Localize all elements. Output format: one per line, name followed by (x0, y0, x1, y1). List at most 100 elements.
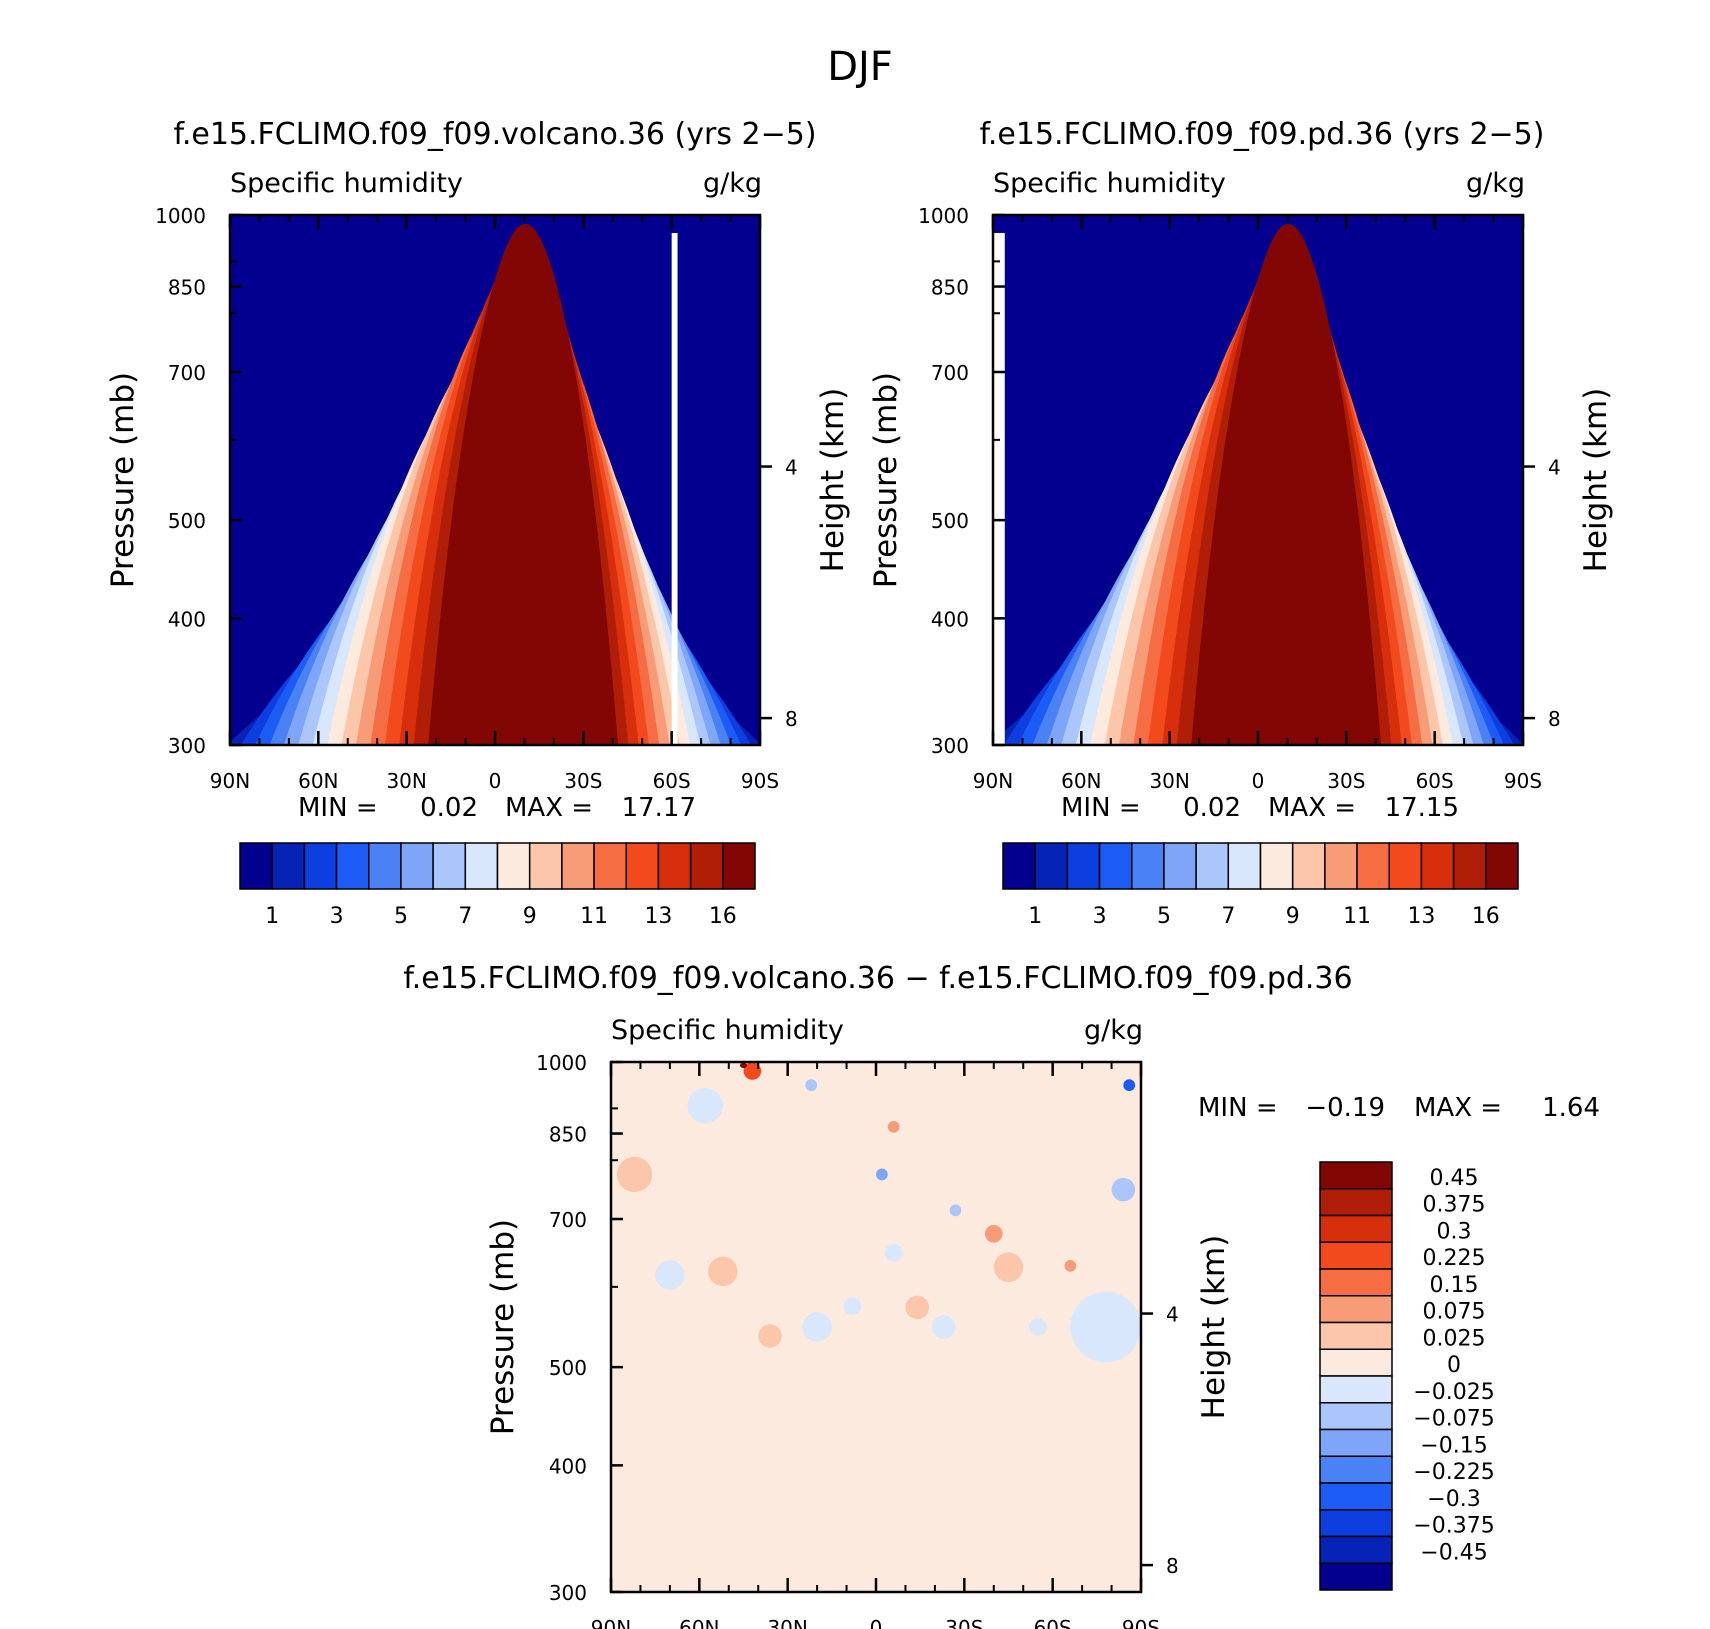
x-tick-label: 30S (945, 1616, 983, 1629)
y-axis-right-label: Height (km) (1578, 388, 1614, 573)
units-label: g/kg (1466, 168, 1525, 199)
colorbar-box (1319, 1482, 1393, 1511)
colorbar-label: 16 (1472, 904, 1500, 929)
colorbar-box (400, 842, 434, 890)
y-axis: 300 400 500 700 850 1000 (918, 204, 1005, 758)
colorbar-box (1319, 1161, 1393, 1190)
y-tick-label: 400 (168, 607, 206, 631)
y-tick-label: 850 (931, 276, 969, 300)
colorbar-box (722, 842, 756, 890)
colorbar-box (1319, 1375, 1393, 1404)
contour-blob (1111, 1177, 1136, 1202)
min-value: 0.02 (1183, 793, 1241, 823)
min-value: −0.19 (1305, 1093, 1385, 1123)
contour-blob (708, 1256, 738, 1287)
colorbar-box (657, 842, 692, 890)
colorbar-box (528, 842, 563, 890)
y-tick-label: 400 (549, 1454, 587, 1478)
contour-blob (655, 1260, 685, 1290)
colorbar-box (368, 842, 402, 890)
max-label: MAX = (505, 793, 593, 823)
max-label: MAX = (1414, 1093, 1502, 1123)
colorbar-box (335, 842, 370, 890)
colorbar-box (625, 842, 660, 890)
contour-blob (1064, 1260, 1077, 1272)
colorbar-label: −0.025 (1413, 1380, 1494, 1405)
x-tick-label: 90N (210, 769, 250, 793)
contour-blob (743, 1062, 762, 1080)
contour-blob (1029, 1318, 1047, 1336)
contour-band-0 (611, 1062, 1141, 1592)
contour-blob (616, 1156, 653, 1193)
y-axis-right: 84 (1141, 1303, 1179, 1578)
colorbar-box (1319, 1241, 1393, 1270)
max-value: 17.17 (622, 793, 696, 823)
x-tick-label: 30S (1327, 769, 1365, 793)
x-tick-label: 60S (1034, 1616, 1072, 1629)
colorbar-label: −0.225 (1413, 1460, 1494, 1485)
colorbar-label: −0.3 (1427, 1487, 1480, 1512)
y-tick-label: 700 (549, 1208, 587, 1232)
panel-volcano: f.e15.FCLIMO.f09_f09.volcano.36 (yrs 2−5… (105, 117, 851, 929)
y-axis-right: 84 (1523, 456, 1561, 731)
contour-blob (843, 1297, 862, 1315)
x-tick-label: 60N (679, 1616, 719, 1629)
x-axis: 90N 60N 30N 0 30S 60S 90S (973, 215, 1542, 793)
colorbar-box (1098, 842, 1133, 890)
x-tick-label: 60S (1416, 769, 1454, 793)
x-tick-label: 30N (386, 769, 426, 793)
colorbar-box (1131, 842, 1165, 890)
colorbar-label: 0.025 (1423, 1326, 1486, 1351)
y-tick-label: 300 (931, 734, 969, 758)
colorbar-label: 0.225 (1423, 1246, 1486, 1271)
colorbar-label: 1 (265, 904, 279, 929)
y-axis-right-label: Height (km) (1196, 1235, 1232, 1420)
colorbar-box (1034, 842, 1069, 890)
colorbar-box (593, 842, 627, 890)
contour-blob (758, 1324, 782, 1348)
panel-pd: f.e15.FCLIMO.f09_f09.pd.36 (yrs 2−5) Spe… (868, 117, 1614, 929)
colorbar-label: 16 (709, 904, 737, 929)
colorbar-box (1195, 842, 1230, 890)
colorbar-box (432, 842, 467, 890)
colorbar-box (1319, 1402, 1393, 1431)
colorbar-label: 13 (1407, 904, 1435, 929)
x-tick-label: 0 (489, 769, 502, 793)
x-tick-label: 90N (973, 769, 1013, 793)
colorbar-label: 0.45 (1430, 1166, 1479, 1191)
colorbar-label: −0.45 (1420, 1540, 1487, 1565)
contour-field (993, 215, 1523, 745)
colorbar-box (1259, 842, 1294, 890)
y-tick-label: 500 (549, 1356, 587, 1380)
y-tick-label: 1000 (536, 1051, 587, 1075)
colorbar-box (303, 842, 338, 890)
colorbar-box (1319, 1535, 1393, 1564)
colorbar-label: 7 (458, 904, 472, 929)
y-tick-label: 300 (549, 1581, 587, 1605)
figure-title: DJF (827, 44, 893, 90)
y-right-tick-label: 8 (785, 707, 798, 731)
colorbar-box (1319, 1188, 1393, 1217)
max-value: 1.64 (1542, 1093, 1600, 1123)
colorbar-box (1420, 842, 1455, 890)
colorbar-box (1291, 842, 1326, 890)
y-right-tick-label: 8 (1548, 707, 1561, 731)
colorbar-box (271, 842, 306, 890)
colorbar-box (1319, 1348, 1393, 1377)
y-axis: 300 400 500 700 850 1000 (155, 204, 242, 758)
min-label: MIN = (1198, 1093, 1278, 1123)
max-value: 17.15 (1385, 793, 1459, 823)
x-tick-label: 90N (591, 1616, 631, 1629)
min-value: 0.02 (420, 793, 478, 823)
contour-field (611, 1062, 1141, 1592)
contour-blob (905, 1295, 929, 1320)
colorbar-label: 0.075 (1423, 1300, 1486, 1325)
contour-blob (949, 1204, 962, 1217)
variable-label: Specific humidity (611, 1015, 844, 1046)
contour-blob (884, 1244, 903, 1262)
y-tick-label: 700 (931, 361, 969, 385)
colorbar: 1 3 5 7 9 11 13 16 (1002, 842, 1519, 929)
colorbar-box (1066, 842, 1101, 890)
contour-blob (805, 1079, 818, 1092)
x-tick-label: 30N (767, 1616, 807, 1629)
